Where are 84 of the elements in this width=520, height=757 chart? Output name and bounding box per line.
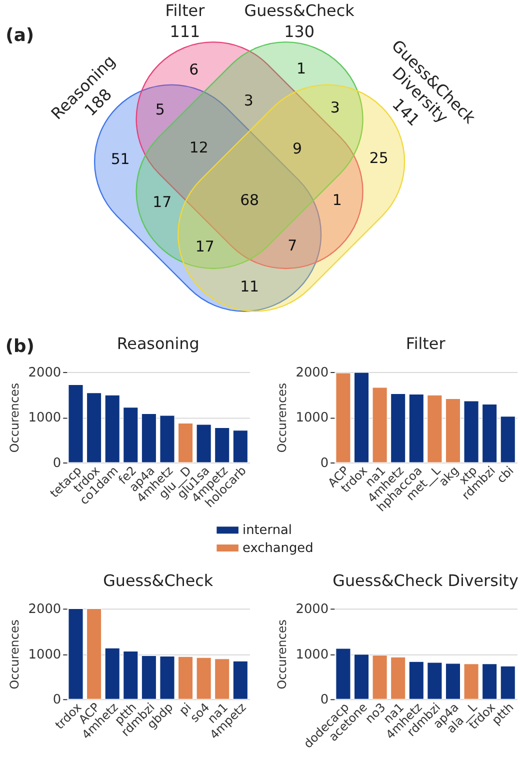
bar	[86, 392, 102, 463]
bar	[214, 427, 230, 463]
bar	[86, 608, 102, 700]
y-axis-title: Occurences	[274, 620, 289, 690]
bar	[427, 662, 442, 700]
bar	[160, 656, 175, 700]
bar	[464, 664, 479, 700]
bar	[336, 648, 351, 700]
y-axis-title: Occurences	[7, 382, 22, 453]
chart-title: Guess&Check	[103, 570, 214, 590]
bar	[354, 654, 370, 700]
bar	[123, 407, 138, 463]
bar	[232, 660, 248, 700]
text: 68	[240, 190, 260, 209]
text: 3	[330, 98, 340, 117]
text: 17	[152, 192, 172, 211]
bar	[464, 400, 479, 463]
y-tick-label: 1000	[28, 410, 62, 426]
text: 3	[244, 92, 254, 110]
bar	[445, 398, 461, 463]
chart-title: Filter	[406, 334, 446, 354]
y-axis-title: Occurences	[7, 620, 22, 690]
bar	[500, 416, 516, 463]
text: 25	[369, 149, 388, 168]
bar	[141, 413, 157, 463]
bar	[196, 657, 212, 700]
data-label: 130	[284, 22, 314, 41]
bar	[500, 666, 516, 700]
text: (b)	[5, 336, 34, 358]
text: 51	[110, 150, 130, 168]
text: (a)	[6, 24, 34, 46]
bar	[123, 650, 138, 700]
bar	[68, 384, 84, 463]
text: 7	[288, 236, 298, 255]
bar	[390, 393, 406, 463]
y-tick-label: 1000	[296, 647, 329, 662]
y-tick-label: 2000	[296, 365, 329, 380]
text: 11	[240, 277, 260, 296]
bar	[178, 656, 194, 700]
bar	[408, 661, 424, 700]
bar	[427, 394, 442, 463]
chart-title: Guess&Check Diversity	[332, 570, 518, 590]
y-tick-label: 0	[320, 692, 329, 708]
bar	[354, 372, 370, 463]
bar	[141, 655, 157, 700]
bar	[408, 394, 424, 463]
x-tick-label: cbi	[494, 464, 516, 486]
text: 12	[189, 138, 208, 156]
chart-title: Reasoning	[116, 334, 200, 354]
bar	[68, 608, 84, 700]
bar	[214, 658, 230, 700]
bar	[232, 430, 248, 463]
bar	[445, 663, 461, 700]
y-tick-label: 2000	[296, 602, 329, 618]
text: 6	[189, 60, 199, 79]
text: 1	[332, 190, 342, 209]
data-label: 111	[170, 22, 200, 41]
category-label: Guess&Check	[244, 1, 356, 20]
bar	[482, 404, 498, 463]
y-tick-label: 2000	[28, 602, 62, 618]
text: 5	[155, 100, 165, 119]
bar	[104, 394, 120, 463]
y-tick-label: 1000	[296, 410, 329, 426]
bar	[178, 422, 194, 463]
legend-label: exchanged	[242, 540, 314, 556]
bar	[160, 415, 175, 463]
bar	[336, 372, 351, 463]
bar	[372, 387, 388, 463]
legend-label: internal	[242, 523, 292, 538]
category-label: Filter	[165, 1, 206, 20]
text: 1	[296, 60, 306, 78]
y-tick-label: 1000	[28, 647, 62, 662]
y-axis-title: Occurences	[274, 382, 289, 453]
text: 17	[195, 238, 214, 256]
text: 9	[292, 139, 302, 158]
bar	[196, 424, 212, 463]
bar	[104, 648, 120, 700]
y-tick-label: 0	[320, 456, 329, 471]
y-tick-label: 0	[52, 692, 62, 708]
y-tick-label: 2000	[28, 365, 62, 380]
bar	[372, 654, 388, 700]
y-tick-label: 0	[52, 456, 62, 471]
bar	[482, 664, 498, 700]
bar	[390, 656, 406, 700]
